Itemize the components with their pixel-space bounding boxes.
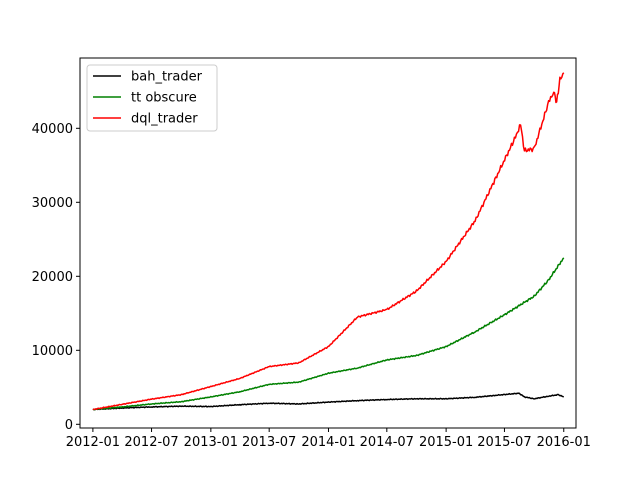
legend-box [86,64,218,132]
series-line-bah-trader [92,392,565,411]
y-tick-label: 0 [65,418,73,433]
y-tick-label: 30000 [32,196,73,211]
legend-label: dql_trader [131,112,198,127]
x-axis: 2012-01 2012-07 2013-01 2013-07 2014-01 2014-… [66,428,591,450]
x-tick-label: 2012-01 [66,435,120,450]
x-tick-label: 2013-01 [184,435,238,450]
y-tick-label: 10000 [32,344,73,359]
legend-label: tt obscure [131,91,197,106]
y-tick-label: 20000 [32,270,73,285]
x-tick-label: 2012-07 [124,435,178,450]
series-line-dql-trader [92,72,565,411]
legend-label: bah_trader [131,70,203,85]
y-tick-label: 40000 [32,122,73,137]
y-axis: 0 10000 20000 30000 40000 [32,122,80,433]
x-tick-label: 2015-07 [477,435,531,450]
x-tick-label: 2014-07 [360,435,414,450]
x-tick-label: 2013-07 [242,435,296,450]
series-layer [92,72,565,411]
x-tick-label: 2016-01 [537,435,591,450]
x-tick-label: 2014-01 [301,435,355,450]
x-tick-label: 2015-01 [419,435,473,450]
series-line-tt-obscure [92,257,565,411]
